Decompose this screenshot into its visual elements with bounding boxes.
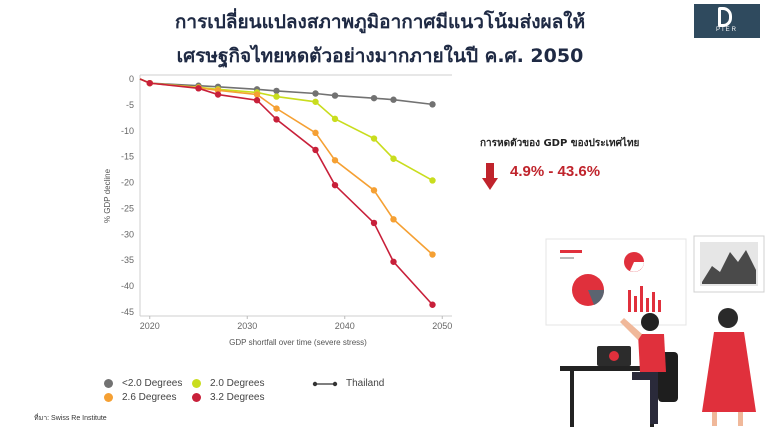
- legend-label: 3.2 Degrees: [210, 392, 265, 403]
- callout-heading: การหดตัวของ GDP ของประเทศไทย: [480, 138, 640, 149]
- data-point: [253, 91, 261, 98]
- data-point: [273, 105, 280, 112]
- data-point: [312, 90, 319, 97]
- data-point: [312, 146, 319, 154]
- legend-label: Thailand: [346, 378, 385, 389]
- y-tick-label: -5: [126, 100, 134, 110]
- legend-item-3-2: 3.2 Degrees: [192, 392, 264, 403]
- series-line-0: [139, 78, 433, 106]
- data-point: [273, 87, 280, 95]
- series-line-1: [139, 78, 433, 182]
- logo-text: PIER: [715, 27, 738, 33]
- legend-item-lt2: <2.0 Degrees: [104, 378, 182, 389]
- data-point: [146, 79, 153, 87]
- series-line-2: [139, 78, 434, 256]
- data-point: [253, 97, 261, 104]
- x-tick-label: 2050: [432, 321, 452, 331]
- data-point: [390, 258, 397, 265]
- data-point: [312, 129, 319, 137]
- data-point: [390, 96, 397, 103]
- title-line-2: เศรษฐกิจไทยหดตัวอย่างมากภายในปี ค.ศ. 205…: [176, 45, 584, 67]
- data-point: [331, 92, 339, 99]
- x-tick-label: 2040: [335, 321, 355, 331]
- y-tick-label: -20: [121, 178, 134, 188]
- y-tick-label: 0: [129, 74, 134, 84]
- x-tick-label: 2030: [237, 321, 257, 331]
- down-arrow-icon: [482, 163, 498, 191]
- legend-item-thailand: Thailand: [312, 378, 384, 389]
- series-line-3: [139, 78, 434, 306]
- data-point: [390, 155, 397, 162]
- y-tick-label: -10: [121, 126, 134, 136]
- legend-label: 2.0 Degrees: [210, 378, 265, 389]
- office-illustration: [545, 235, 765, 427]
- data-point: [214, 91, 222, 98]
- y-tick-label: -15: [121, 152, 134, 162]
- data-point: [331, 157, 339, 164]
- legend-item-2-6: 2.6 Degrees: [104, 392, 176, 403]
- chart-series: [139, 78, 436, 308]
- data-point: [273, 116, 280, 123]
- x-tick-label: 2020: [140, 321, 160, 331]
- title-line-1: การเปลี่ยนแปลงสภาพภูมิอากาศมีแนวโน้มส่งผ…: [174, 11, 586, 33]
- data-point: [429, 101, 436, 108]
- data-point: [429, 301, 436, 308]
- legend-label: <2.0 Degrees: [122, 378, 183, 389]
- y-axis-label: % GDP decline: [103, 168, 112, 223]
- gdp-decline-range: 4.9% - 43.6%: [510, 163, 601, 180]
- y-tick-label: -45: [121, 307, 134, 317]
- data-point: [390, 216, 397, 223]
- logo-mark-icon: [718, 7, 732, 27]
- y-tick-label: -25: [121, 203, 134, 213]
- source-note: ที่มา: Swiss Re Institute: [34, 415, 107, 422]
- data-point: [312, 98, 319, 105]
- legend-swatch: [192, 379, 201, 388]
- legend-line-marker-icon: [312, 381, 338, 386]
- data-point: [429, 251, 436, 258]
- data-point: [370, 219, 378, 227]
- data-point: [370, 135, 378, 142]
- legend-item-2-0: 2.0 Degrees: [192, 378, 264, 389]
- data-point: [370, 187, 378, 194]
- x-axis-label: GDP shortfall over time (severe stress): [229, 338, 367, 347]
- legend-label: 2.6 Degrees: [122, 392, 177, 403]
- pier-logo: PIER: [694, 4, 760, 38]
- legend-swatch: [104, 393, 113, 402]
- data-point: [195, 85, 202, 92]
- data-point: [331, 181, 339, 189]
- data-point: [331, 115, 339, 123]
- legend-swatch: [104, 379, 113, 388]
- chart-axes: 0 -5 -10 -15 -20 -25 -30 -35 -40 -45 2020 2030 2040 2…: [121, 74, 452, 331]
- y-tick-label: -35: [121, 255, 134, 265]
- data-point: [273, 93, 280, 100]
- data-point: [370, 94, 378, 102]
- y-tick-label: -40: [121, 281, 134, 291]
- legend-swatch: [192, 393, 201, 402]
- y-tick-label: -30: [121, 229, 134, 239]
- data-point: [429, 177, 436, 184]
